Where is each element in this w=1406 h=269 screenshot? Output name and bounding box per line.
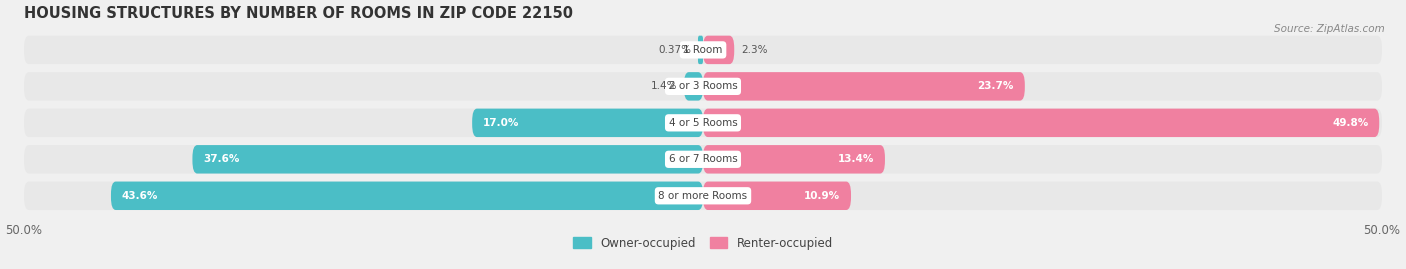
Text: 13.4%: 13.4%	[838, 154, 875, 164]
Text: 8 or more Rooms: 8 or more Rooms	[658, 191, 748, 201]
FancyBboxPatch shape	[683, 72, 703, 101]
Text: 49.8%: 49.8%	[1331, 118, 1368, 128]
Text: HOUSING STRUCTURES BY NUMBER OF ROOMS IN ZIP CODE 22150: HOUSING STRUCTURES BY NUMBER OF ROOMS IN…	[24, 6, 574, 20]
FancyBboxPatch shape	[703, 36, 734, 64]
FancyBboxPatch shape	[24, 72, 1382, 101]
FancyBboxPatch shape	[697, 36, 703, 64]
FancyBboxPatch shape	[703, 72, 1025, 101]
FancyBboxPatch shape	[472, 109, 703, 137]
Text: 0.37%: 0.37%	[658, 45, 692, 55]
Text: 23.7%: 23.7%	[977, 81, 1014, 91]
FancyBboxPatch shape	[703, 145, 884, 174]
FancyBboxPatch shape	[24, 36, 1382, 64]
FancyBboxPatch shape	[24, 145, 1382, 174]
Legend: Owner-occupied, Renter-occupied: Owner-occupied, Renter-occupied	[568, 232, 838, 254]
Text: 37.6%: 37.6%	[204, 154, 239, 164]
FancyBboxPatch shape	[703, 182, 851, 210]
Text: 43.6%: 43.6%	[122, 191, 159, 201]
FancyBboxPatch shape	[24, 182, 1382, 210]
Text: Source: ZipAtlas.com: Source: ZipAtlas.com	[1274, 24, 1385, 34]
Text: 2 or 3 Rooms: 2 or 3 Rooms	[669, 81, 737, 91]
Text: 1 Room: 1 Room	[683, 45, 723, 55]
Text: 1.4%: 1.4%	[651, 81, 678, 91]
FancyBboxPatch shape	[193, 145, 703, 174]
FancyBboxPatch shape	[111, 182, 703, 210]
Text: 10.9%: 10.9%	[804, 191, 841, 201]
Text: 4 or 5 Rooms: 4 or 5 Rooms	[669, 118, 737, 128]
Text: 2.3%: 2.3%	[741, 45, 768, 55]
FancyBboxPatch shape	[703, 109, 1379, 137]
FancyBboxPatch shape	[24, 109, 1382, 137]
Text: 6 or 7 Rooms: 6 or 7 Rooms	[669, 154, 737, 164]
Text: 17.0%: 17.0%	[484, 118, 519, 128]
